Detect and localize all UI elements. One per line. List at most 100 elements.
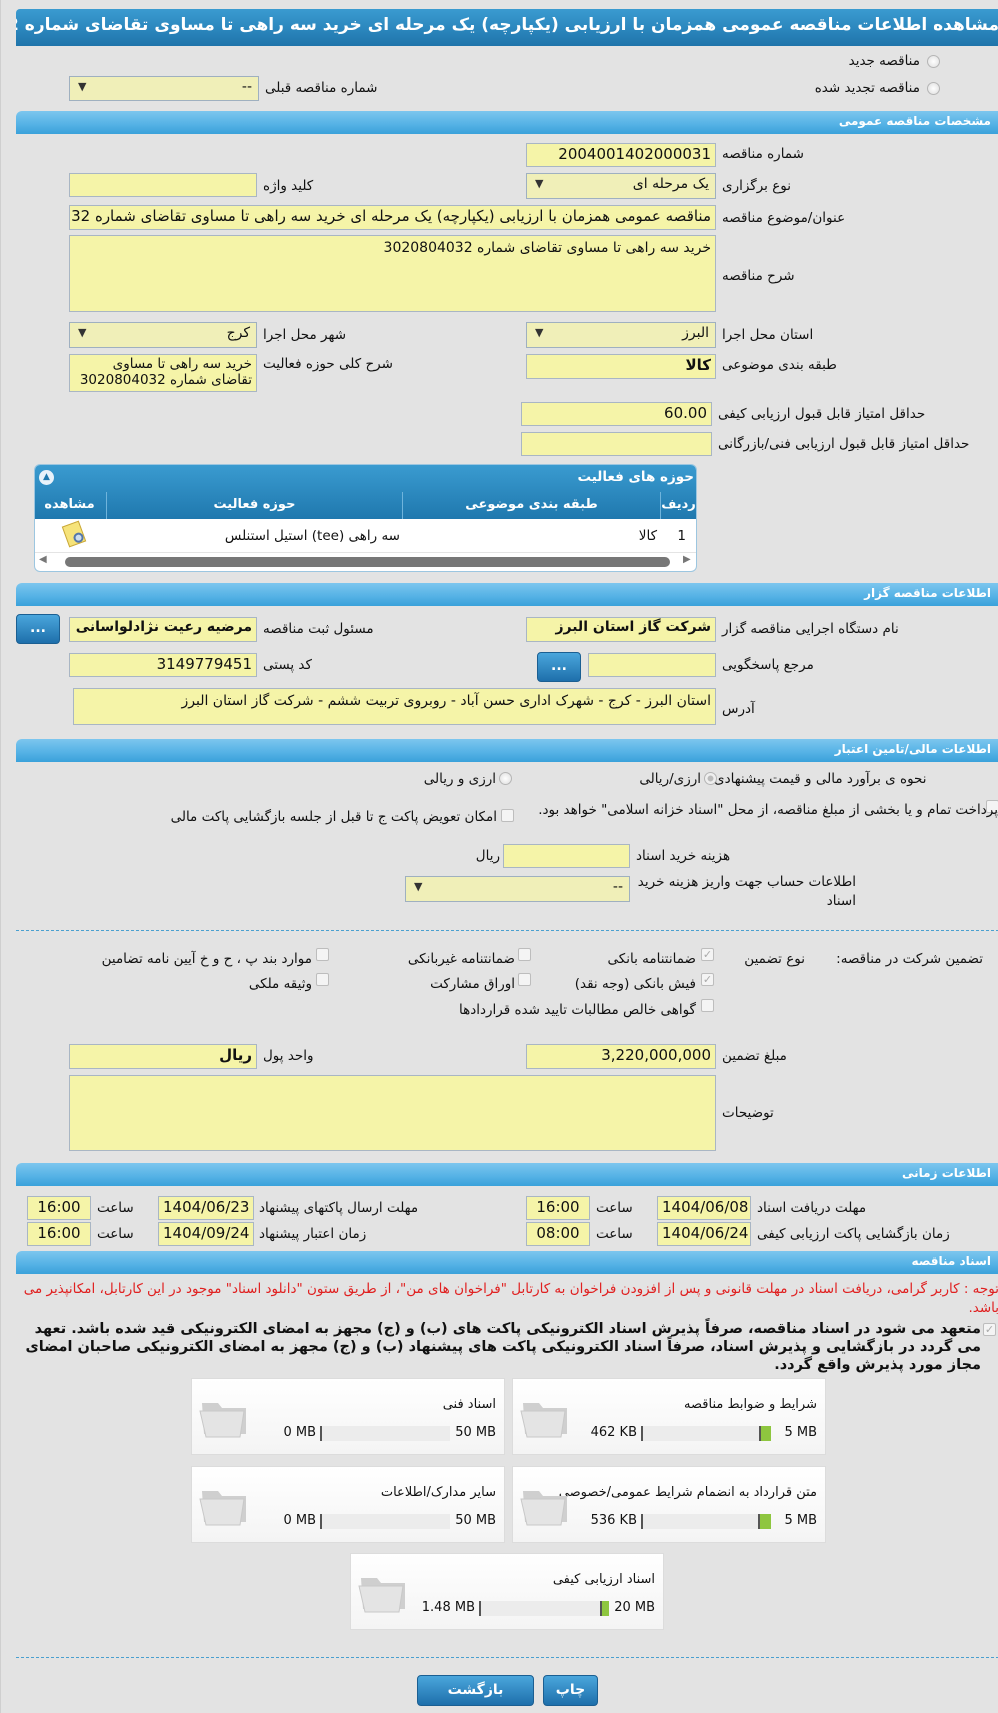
account-label: اطلاعات حساب جهت واریز هزینه خرید اسناد [637,874,856,909]
guarantee-option-checkbox[interactable] [701,999,714,1012]
guarantee-option-checkbox[interactable] [518,948,531,961]
doc-cost-field[interactable] [503,844,630,868]
more-button[interactable]: ... [16,614,60,644]
guarantee-option-checkbox[interactable] [316,973,329,986]
doc-progress [641,1426,771,1441]
hold-type-select[interactable]: یک مرحله ای ▼ [526,173,716,199]
print-button[interactable]: چاپ [543,1675,598,1706]
responsible-field[interactable]: مرضیه رعیت نژادلواسانی [69,617,257,642]
folder-icon [199,1403,246,1438]
radio-new-tender[interactable] [927,55,940,68]
radio-renewed-tender[interactable] [927,82,940,95]
doc-card[interactable]: متن قرارداد به انضمام شرایط عمومی/خصوصی 5… [512,1466,826,1543]
account-select[interactable]: -- ▼ [405,876,630,902]
commitment-checkbox[interactable]: ✓ [983,1323,996,1336]
address-field[interactable]: استان البرز - کرج - شهرک اداری حسن آباد … [73,688,716,725]
validity-date[interactable]: 1404/09/24 [158,1222,254,1246]
doc-max: 5 MB [784,1513,817,1528]
time-label: ساعت [97,1200,134,1216]
col-row: ردیف [660,492,696,519]
activities-title: حوزه های فعالیت [577,469,694,485]
cell-category: کالا [638,528,657,544]
doc-name: متن قرارداد به انضمام شرایط عمومی/خصوصی [558,1485,817,1500]
min-tech-label: حداقل امتیاز قابل قبول ارزیابی فنی/بازرگ… [718,436,970,452]
chevron-down-icon: ▼ [535,177,544,190]
tender-number-field[interactable]: 2004001402000031 [526,143,716,167]
renewed-tender-label: مناقصه تجدید شده [814,80,920,96]
submit-deadline-time[interactable]: 16:00 [27,1196,91,1220]
province-select[interactable]: البرز ▼ [526,322,716,348]
guarantee-option-label: ضمانتنامه بانکی [607,951,697,967]
opening-time[interactable]: 08:00 [526,1222,590,1246]
collapse-icon[interactable]: ▲ [39,470,54,485]
doc-deadline-label: مهلت دریافت اسناد [757,1200,867,1216]
prev-number-select[interactable]: -- ▼ [69,76,259,101]
address-label: آدرس [722,701,755,717]
back-button[interactable]: بازگشت [417,1675,534,1706]
packet-swap-checkbox[interactable] [501,809,514,822]
scope-field[interactable]: خرید سه راهی تا مساوی تقاضای شماره 30208… [69,354,257,392]
unit-field[interactable]: ریال [69,1044,257,1069]
section-organizer: اطلاعات مناقصه گزار [16,583,998,606]
horizontal-scrollbar[interactable] [65,557,670,567]
guarantee-option-label: گواهی خالص مطالبات تایید شده قراردادها [459,1002,696,1018]
packet-swap-label: امکان تعویض پاکت ج تا قبل از جلسه بازگشا… [170,809,497,825]
subject-field[interactable]: مناقصه عمومی همزمان با ارزیابی (یکپارچه)… [69,205,716,230]
submit-deadline-date[interactable]: 1404/06/23 [158,1196,254,1220]
scroll-left-arrow[interactable]: ◀ [39,554,47,565]
doc-card[interactable]: اسناد فنی 50 MB 0 MB [191,1378,505,1455]
guarantee-option-label: موارد بند پ ، ح و خ آیین نامه تضامین [101,951,312,967]
doc-progress [479,1601,609,1616]
doc-size: 1.48 MB [421,1600,475,1615]
radio-rial-and-foreign[interactable] [499,772,512,785]
reference-label: مرجع پاسخگویی [722,657,814,673]
doc-progress [641,1514,771,1529]
table-row: 1 کالا سه راهی (tee) استیل استنلس [35,519,696,553]
time-label: ساعت [596,1200,633,1216]
guarantee-option-checkbox[interactable]: ✓ [701,973,714,986]
doc-card[interactable]: اسناد ارزیابی کیفی 20 MB 1.48 MB [350,1553,664,1630]
scope-label: شرح کلی حوزه فعالیت [263,356,393,372]
guarantee-option-checkbox[interactable]: ✓ [701,948,714,961]
keyword-field[interactable] [69,173,257,197]
time-label: ساعت [596,1226,633,1242]
opening-date[interactable]: 1404/06/24 [657,1222,751,1246]
doc-max: 50 MB [455,1513,496,1528]
doc-card[interactable]: سایر مدارک/اطلاعات 50 MB 0 MB [191,1466,505,1543]
city-select[interactable]: کرج ▼ [69,322,257,348]
category-field[interactable]: کالا [526,354,716,379]
notes-field[interactable] [69,1075,716,1151]
treasury-label: پرداخت تمام و یا بخشی از مبلغ مناقصه، از… [538,802,998,818]
min-quality-field[interactable]: 60.00 [521,402,712,426]
reference-field[interactable] [588,653,716,677]
postal-code-label: کد پستی [263,657,312,673]
doc-progress-fill [759,1426,771,1441]
doc-card[interactable]: شرایط و ضوابط مناقصه 5 MB 462 KB [512,1378,826,1455]
folder-icon [358,1578,405,1613]
folder-icon [520,1403,567,1438]
view-document-icon[interactable] [61,520,87,548]
chevron-down-icon: ▼ [414,880,423,893]
section-financial: اطلاعات مالی/تامین اعتبار [16,739,998,762]
section-timing: اطلاعات زمانی [16,1163,998,1186]
radio-rial[interactable] [704,772,717,785]
min-tech-field[interactable] [521,432,712,456]
doc-deadline-time[interactable]: 16:00 [526,1196,590,1220]
commitment-text: متعهد می شود در اسناد مناقصه، صرفاً پذیر… [25,1321,982,1373]
guarantee-option-checkbox[interactable] [316,948,329,961]
reference-lookup-button[interactable]: ... [537,652,581,682]
guarantee-option-label: فیش بانکی (وجه نقد) [574,976,696,992]
description-field[interactable]: خرید سه راهی تا مساوی تقاضای شماره 30208… [69,235,716,312]
doc-size: 0 MB [283,1425,316,1440]
guarantee-option-checkbox[interactable] [518,973,531,986]
scroll-right-arrow[interactable]: ▶ [683,554,691,565]
doc-progress-fill [757,1514,771,1529]
opt-both-label: ارزی و ریالی [423,771,496,787]
treasury-checkbox[interactable] [986,800,998,813]
doc-name: سایر مدارک/اطلاعات [380,1485,496,1500]
amount-field[interactable]: 3,220,000,000 [526,1044,716,1069]
postal-code-field[interactable]: 3149779451 [69,653,257,677]
validity-time[interactable]: 16:00 [27,1222,91,1246]
organizer-name-field[interactable]: شرکت گاز استان البرز [526,617,716,642]
doc-deadline-date[interactable]: 1404/06/08 [657,1196,751,1220]
